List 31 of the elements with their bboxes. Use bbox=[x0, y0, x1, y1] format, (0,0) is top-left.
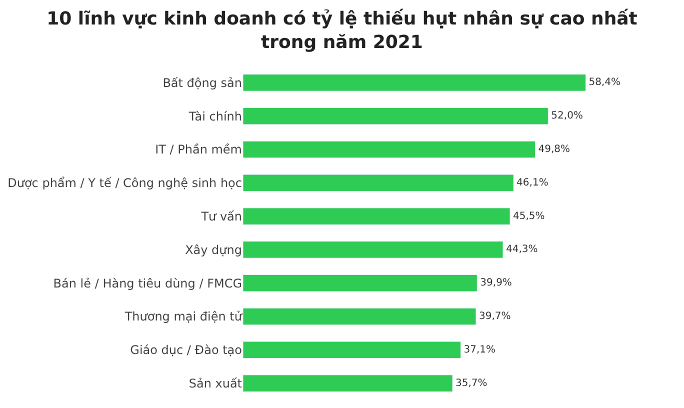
bar bbox=[243, 341, 461, 358]
bar bbox=[243, 208, 510, 225]
bar bbox=[243, 174, 514, 192]
y-tick-label: Tư vấn bbox=[200, 210, 242, 224]
bar bbox=[243, 241, 504, 258]
y-tick-label: Dược phẩm / Y tế / Công nghệ sinh học bbox=[8, 176, 242, 190]
bar bbox=[243, 308, 476, 326]
bar bbox=[243, 74, 586, 92]
data-label: 49,8% bbox=[538, 144, 570, 155]
y-tick-label: Xây dựng bbox=[185, 242, 242, 257]
data-label: 35,7% bbox=[456, 378, 488, 389]
y-tick-label: Bán lẻ / Hàng tiêu dùng / FMCG bbox=[53, 276, 242, 290]
bar bbox=[243, 108, 548, 125]
y-tick-label: Thương mại điện tử bbox=[124, 310, 244, 324]
bar bbox=[243, 140, 536, 158]
y-tick-label: Tài chính bbox=[188, 109, 242, 124]
data-label: 52,0% bbox=[551, 110, 583, 122]
data-label: 45,5% bbox=[513, 210, 545, 222]
y-tick-label: IT / Phần mềm bbox=[155, 142, 242, 157]
bar bbox=[243, 374, 453, 392]
data-label: 44,3% bbox=[506, 244, 538, 256]
bar bbox=[243, 274, 478, 292]
y-tick-label: Sản xuất bbox=[188, 376, 242, 390]
data-label: 39,7% bbox=[478, 311, 511, 322]
data-label: 58,4% bbox=[588, 77, 621, 88]
data-label: 37,1% bbox=[464, 344, 496, 356]
data-label: 39,9% bbox=[480, 278, 512, 289]
y-tick-label: Bất động sản bbox=[162, 76, 242, 90]
data-label: 46,1% bbox=[516, 177, 548, 188]
y-tick-label: Giáo dục / Đào tạo bbox=[130, 343, 242, 358]
chart-title: 10 lĩnh vực kinh doanh có tỷ lệ thiếu hụt nhân sự cao nhất trong năm 2021 bbox=[46, 8, 638, 53]
